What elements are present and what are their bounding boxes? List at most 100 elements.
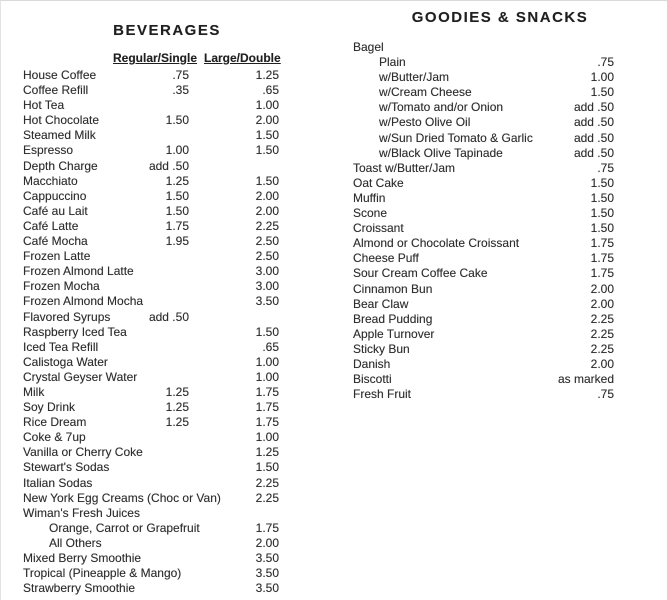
- item-price-regular-single: 1.50: [165, 113, 189, 128]
- item-name: Café au Lait: [23, 203, 88, 218]
- item-price: 2.00: [590, 281, 614, 296]
- item-name: Sticky Bun: [353, 341, 410, 356]
- goodies-snacks-section-title: GOODIES & SNACKS: [411, 9, 589, 26]
- menu-item-row: Sour Cream Coffee Cake 1.75: [335, 266, 667, 281]
- menu-item-row: w/Tomato and/or Onion add .50: [335, 100, 667, 115]
- menu-item-row: w/Cream Cheese 1.50: [335, 85, 667, 100]
- item-price-large-double: 1.75: [255, 520, 279, 535]
- menu-item-row: Café Mocha 1.95 2.50: [1, 234, 335, 249]
- item-price-large-double: 3.00: [255, 279, 279, 294]
- item-name: w/Black Olive Tapinade: [379, 145, 503, 160]
- menu-item-row: Bread Pudding 2.25: [335, 312, 667, 327]
- menu-item-row: Soy Drink 1.25 1.75: [1, 400, 335, 415]
- item-name: All Others: [49, 535, 102, 550]
- menu-item-row: Fresh Fruit .75: [335, 387, 667, 402]
- item-price-regular-single: 1.50: [165, 203, 189, 218]
- menu-item-row: Coffee Refill .35 .65: [1, 83, 335, 98]
- item-price: 1.75: [590, 251, 614, 266]
- item-price-large-double: 1.50: [255, 143, 279, 158]
- item-price-regular-single: 1.25: [165, 173, 189, 188]
- goodies-snacks-item-list: Bagel Plain .75 w/Butter/Jam 1.00 w/Cream Che…: [335, 40, 667, 402]
- item-price-large-double: 1.75: [255, 384, 279, 399]
- item-name: w/Pesto Olive Oil: [379, 115, 471, 130]
- item-name: Frozen Almond Mocha: [23, 294, 144, 309]
- menu-item-row: Bear Claw 2.00: [335, 297, 667, 312]
- item-name: Italian Sodas: [23, 475, 93, 490]
- menu-item-row: Espresso 1.00 1.50: [1, 143, 335, 158]
- item-price: .75: [597, 160, 614, 175]
- item-price: 1.75: [590, 236, 614, 251]
- menu-item-row: Milk 1.25 1.75: [1, 385, 335, 400]
- item-price-large-double: 2.00: [255, 188, 279, 203]
- item-name: Coffee Refill: [23, 83, 89, 98]
- item-name: Cinnamon Bun: [353, 281, 433, 296]
- item-name: Frozen Almond Latte: [23, 264, 134, 279]
- item-name: Orange, Carrot or Grapefruit: [49, 520, 200, 535]
- item-name: Apple Turnover: [353, 326, 435, 341]
- item-name: New York Egg Creams (Choc or Van): [23, 490, 221, 505]
- menu-item-row: Macchiato 1.25 1.50: [1, 174, 335, 189]
- menu-item-row: Café Latte 1.75 2.25: [1, 219, 335, 234]
- menu-item-row: Café au Lait 1.50 2.00: [1, 204, 335, 219]
- menu-item-row: Flavored Syrups add .50: [1, 310, 335, 325]
- item-name: Tropical (Pineapple & Mango): [23, 566, 182, 581]
- item-price-large-double: 1.50: [255, 460, 279, 475]
- menu-item-row: Mixed Berry Smoothie 3.50: [1, 551, 335, 566]
- menu-item-row: Apple Turnover 2.25: [335, 327, 667, 342]
- item-name: Cappuccino: [23, 188, 87, 203]
- item-name: Coke & 7up: [23, 430, 86, 445]
- item-price-regular-single: add .50: [148, 309, 189, 324]
- menu-item-row: Cappuccino 1.50 2.00: [1, 189, 335, 204]
- item-price-large-double: 1.00: [255, 430, 279, 445]
- menu-item-row: Biscotti as marked: [335, 372, 667, 387]
- item-name: Muffin: [353, 190, 386, 205]
- item-name: Hot Chocolate: [23, 113, 100, 128]
- item-price-large-double: 1.25: [255, 68, 279, 82]
- item-name: Café Latte: [23, 218, 79, 233]
- menu-item-row: Hot Chocolate 1.50 2.00: [1, 113, 335, 128]
- menu-item-row: Frozen Almond Latte 3.00: [1, 264, 335, 279]
- item-name: Espresso: [23, 143, 74, 158]
- item-price-large-double: 1.00: [255, 354, 279, 369]
- menu-item-row: Scone 1.50: [335, 206, 667, 221]
- item-price-large-double: 2.50: [255, 234, 279, 249]
- item-price: 1.75: [590, 266, 614, 281]
- menu-item-row: w/Pesto Olive Oil add .50: [335, 115, 667, 130]
- item-price-large-double: 2.00: [255, 203, 279, 218]
- item-price: .75: [597, 55, 614, 70]
- item-name: Rice Dream: [23, 415, 87, 430]
- item-name: Raspberry Iced Tea: [23, 324, 127, 339]
- item-price: add .50: [573, 115, 614, 130]
- item-price-regular-single: .35: [172, 83, 189, 98]
- menu-item-row: Oat Cake 1.50: [335, 176, 667, 191]
- item-price-regular-single: 1.25: [165, 384, 189, 399]
- item-name: w/Butter/Jam: [379, 70, 450, 85]
- item-price: 2.25: [590, 311, 614, 326]
- item-price-regular-single: add .50: [148, 158, 189, 173]
- item-name: Crystal Geyser Water: [23, 369, 138, 384]
- item-price: 2.25: [590, 341, 614, 356]
- item-price-large-double: .65: [262, 339, 279, 354]
- item-price-large-double: 2.25: [255, 475, 279, 490]
- menu-item-row: Iced Tea Refill .65: [1, 340, 335, 355]
- menu-item-row: w/Butter/Jam 1.00: [335, 70, 667, 85]
- item-name: Cheese Puff: [353, 251, 419, 266]
- item-price-large-double: 3.50: [255, 581, 279, 596]
- menu-item-row: Bagel: [335, 40, 667, 55]
- item-price-large-double: 1.00: [255, 369, 279, 384]
- column-header-regular-single: Regular/Single: [113, 51, 198, 65]
- item-price: add .50: [573, 145, 614, 160]
- menu-item-row: Stewart's Sodas 1.50: [1, 460, 335, 475]
- menu-item-row: Orange, Carrot or Grapefruit 1.75: [1, 521, 335, 536]
- menu-item-row: Rice Dream 1.25 1.75: [1, 415, 335, 430]
- column-header-large-double: Large/Double: [204, 51, 281, 65]
- menu-item-row: Crystal Geyser Water 1.00: [1, 370, 335, 385]
- item-name: Café Mocha: [23, 234, 88, 249]
- item-price: 1.50: [590, 206, 614, 221]
- menu-item-row: Frozen Latte 2.50: [1, 249, 335, 264]
- item-price: add .50: [573, 130, 614, 145]
- item-name: Macchiato: [23, 173, 78, 188]
- menu-item-row: Italian Sodas 2.25: [1, 476, 335, 491]
- menu-item-row: Sticky Bun 2.25: [335, 342, 667, 357]
- item-name: Sour Cream Coffee Cake: [353, 266, 488, 281]
